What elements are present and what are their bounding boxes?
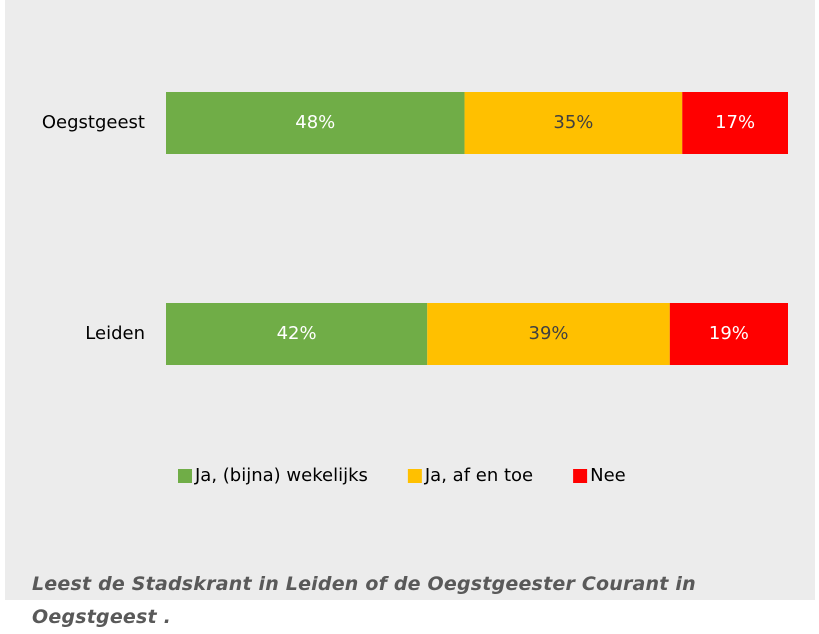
bar-segment bbox=[464, 92, 683, 154]
bar-segment bbox=[669, 303, 788, 365]
data-label: 42% bbox=[277, 323, 317, 344]
legend-swatch bbox=[573, 469, 588, 483]
bar-segment bbox=[166, 303, 428, 365]
bar-segment bbox=[682, 92, 788, 154]
legend-swatch bbox=[178, 469, 192, 483]
caption: Leest de Stadskrant in Leiden of de Oegs… bbox=[32, 573, 696, 628]
legend-swatch bbox=[407, 469, 422, 483]
chart: Oegstgeest 48% 35% 17% Leiden 42% 39% 19% Ja, (b… bbox=[42, 92, 788, 486]
legend-label: Ja, (bijna) wekelijks bbox=[194, 465, 368, 486]
y-tick-label: Oegstgeest bbox=[42, 112, 145, 133]
legend-label: Nee bbox=[590, 465, 626, 486]
legend-label: Ja, af en toe bbox=[424, 465, 533, 486]
data-label: 39% bbox=[529, 323, 569, 344]
data-label: 17% bbox=[715, 112, 755, 133]
bar-segment bbox=[427, 303, 670, 365]
data-label: 19% bbox=[709, 323, 749, 344]
data-label: 48% bbox=[295, 112, 335, 133]
bar-segment bbox=[166, 92, 465, 154]
data-label: 35% bbox=[553, 112, 593, 133]
y-tick-label: Leiden bbox=[85, 323, 145, 344]
